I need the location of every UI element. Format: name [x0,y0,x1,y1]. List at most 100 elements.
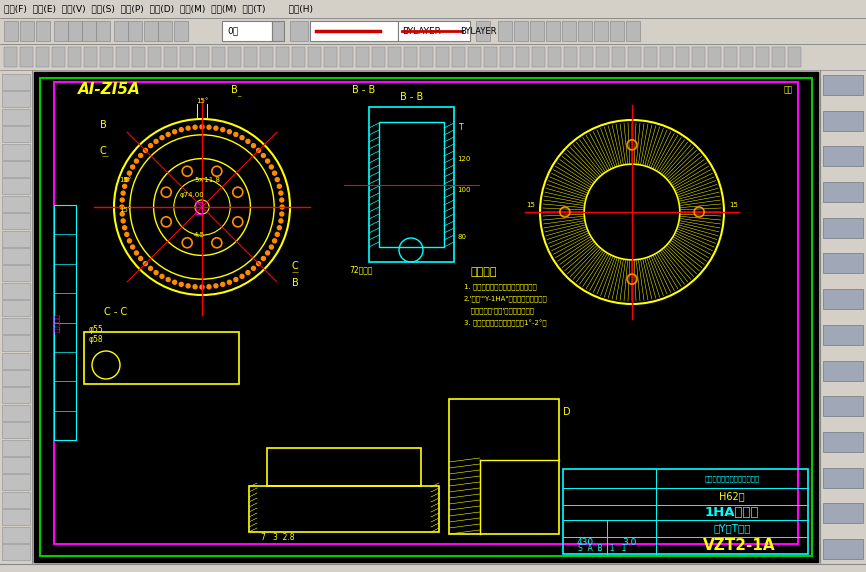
Circle shape [280,205,284,209]
Bar [2,92,30,108]
Bar [594,21,608,41]
Circle shape [256,148,261,152]
Text: 15: 15 [729,202,738,208]
Circle shape [234,277,238,281]
Text: C - C: C - C [104,307,127,317]
Bar [612,47,625,67]
Circle shape [279,219,283,223]
Circle shape [131,245,134,249]
Bar [0,18,866,44]
Circle shape [120,198,124,202]
Bar [212,47,225,67]
Bar [578,21,592,41]
Circle shape [134,159,139,163]
Text: 中山市华帝燃具股份有限公司: 中山市华帝燃具股份有限公司 [704,475,759,482]
Bar [148,47,161,67]
Bar [532,47,545,67]
Bar [676,47,689,67]
Circle shape [221,128,224,132]
Text: 参考: 参考 [784,85,792,94]
Bar [308,47,321,67]
Circle shape [154,271,158,275]
Circle shape [280,212,284,216]
Circle shape [275,178,279,182]
Circle shape [125,178,129,182]
Bar [144,21,158,41]
Bar [580,47,593,67]
Bar [398,21,470,41]
Circle shape [166,277,170,281]
Bar [610,21,624,41]
Circle shape [207,285,211,289]
Bar [2,74,30,90]
Circle shape [134,251,139,255]
Bar [2,144,30,160]
Bar [84,332,239,384]
Bar [164,47,177,67]
Bar [2,109,30,125]
Circle shape [149,144,152,148]
Bar [823,360,863,380]
Bar [2,265,30,281]
Bar [2,283,30,299]
Text: 80: 80 [457,234,466,240]
Bar [36,21,50,41]
Bar [2,317,30,333]
Bar [514,21,528,41]
Bar [2,126,30,142]
Bar [100,47,113,67]
Circle shape [279,191,283,195]
Bar [692,47,705,67]
Bar [628,47,641,67]
Bar [2,231,30,247]
Bar [68,21,82,41]
Bar [52,47,65,67]
Bar [272,21,284,41]
Circle shape [269,245,274,249]
Bar [548,47,561,67]
Bar [823,218,863,238]
Bar [644,47,657,67]
Bar [2,196,30,212]
Circle shape [186,284,191,288]
Text: D: D [563,407,571,417]
Bar [2,544,30,560]
Bar [0,70,32,564]
Text: VZT2-1A: VZT2-1A [703,538,776,553]
Circle shape [240,275,244,279]
Bar [449,399,559,534]
Bar [128,21,142,41]
Bar [158,21,172,41]
Bar [823,468,863,487]
Text: 1. 表面平整，各火孔气道光滑通畅。: 1. 表面平整，各火孔气道光滑通畅。 [464,284,537,291]
Circle shape [121,219,125,223]
Bar [180,47,193,67]
Bar [823,432,863,452]
Bar [4,21,18,41]
Bar [20,47,33,67]
Bar [0,0,866,18]
Text: 15°: 15° [196,98,208,104]
Circle shape [172,130,177,134]
Bar [54,205,76,440]
Circle shape [273,171,276,175]
Bar [356,47,369,67]
Circle shape [269,165,274,169]
Text: 15°: 15° [119,207,132,213]
Bar [484,47,497,67]
Bar [68,47,81,67]
Bar [228,47,241,67]
Circle shape [121,191,125,195]
Circle shape [251,144,255,148]
Bar [436,47,449,67]
Circle shape [207,125,211,129]
Bar [498,21,512,41]
Text: 7   3  2.8: 7 3 2.8 [261,533,294,542]
Text: 3. 各火孔完整，加注倾斜角度1°-2°。: 3. 各火孔完整，加注倾斜角度1°-2°。 [464,319,546,327]
Circle shape [262,153,265,157]
Bar [2,370,30,386]
Bar [823,75,863,95]
Bar [324,47,337,67]
Text: T: T [459,123,463,132]
Circle shape [228,130,231,134]
